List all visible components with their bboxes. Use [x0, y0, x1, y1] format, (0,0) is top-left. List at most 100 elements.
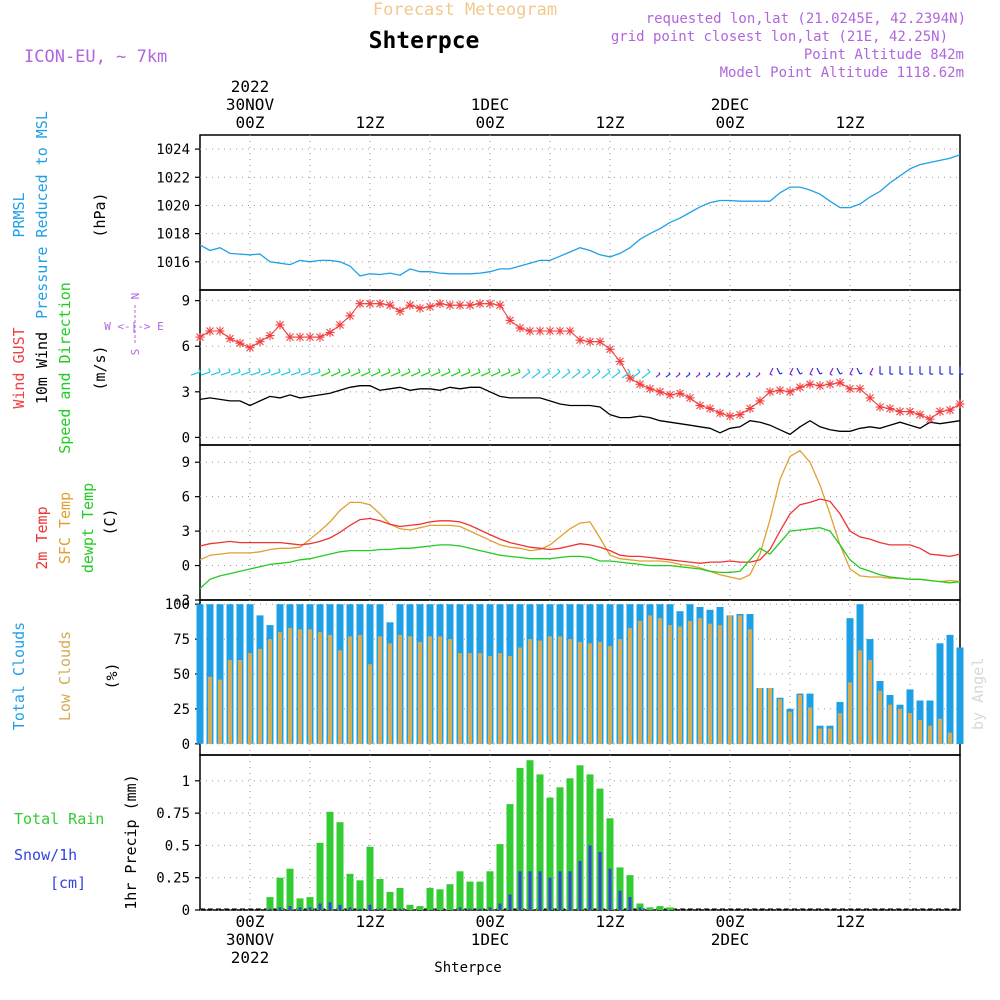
gust-marker: [355, 299, 365, 309]
snow-unit: [cm]: [50, 874, 86, 892]
wind-barb-head: [447, 368, 451, 373]
wind-barb-shaft: [490, 371, 501, 377]
snow-bar: [478, 908, 482, 910]
total-cloud-bar: [196, 604, 204, 744]
wind-barb: [250, 368, 261, 376]
wind-barb-head: [477, 368, 481, 373]
rain-bar: [286, 868, 294, 910]
total-cloud-bar: [216, 604, 224, 744]
speed-dir-label: Speed and Direction: [56, 282, 74, 454]
rain-bar: [576, 765, 584, 910]
wind-barb-head: [678, 372, 681, 375]
low-cloud-bar: [858, 650, 862, 744]
gust-marker: [885, 404, 895, 414]
low-cloud-bar: [218, 679, 222, 744]
temperature-labels: 2m Temp SFC Temp dewpt Temp (C): [33, 483, 119, 573]
rain-bar: [376, 879, 384, 910]
y-tick-label: 3: [182, 524, 190, 540]
wind-barb-shaft: [440, 371, 451, 377]
gust-marker: [265, 331, 275, 341]
wind-barb-shaft: [776, 367, 781, 375]
wind-barb-shaft: [856, 367, 861, 375]
rain-bar: [326, 811, 334, 910]
time-label-bottom: 00Z: [476, 912, 505, 931]
time-label-top: 12Z: [836, 113, 865, 132]
gust-marker: [535, 326, 545, 336]
wind-barb: [220, 368, 231, 376]
wind-10m-label: 10m Wind: [33, 332, 51, 404]
gust-marker: [235, 338, 245, 348]
wind-barb-shaft: [370, 371, 381, 377]
low-cloud-bar: [778, 699, 782, 744]
wind-barb-shaft: [500, 371, 511, 377]
pressure-unit: (hPa): [91, 192, 109, 237]
watermark: by Angel: [969, 658, 987, 730]
low-cloud-bar: [548, 636, 552, 744]
rain-bar: [496, 844, 504, 910]
y-tick-label: 0: [182, 430, 190, 446]
wind-barb: [190, 368, 201, 376]
wind-barb: [521, 368, 531, 379]
y-tick-label: 0.5: [165, 838, 190, 854]
snow-bar: [528, 871, 532, 911]
wind-barb: [541, 368, 551, 379]
low-cloud-bar: [398, 634, 402, 744]
wind-barb: [360, 368, 371, 377]
wind-barb-shaft: [350, 371, 361, 377]
gust-marker: [655, 387, 665, 397]
cloud-unit: (%): [103, 662, 121, 689]
rain-bar: [596, 788, 604, 910]
wind-barb: [789, 367, 794, 376]
wind-barb-head: [467, 368, 471, 373]
wind-barb: [390, 368, 401, 377]
wind-barb-shaft: [220, 371, 231, 376]
compass-rose: N W <-|-> E S: [104, 293, 164, 356]
wind-barb-head: [497, 368, 501, 373]
wind-barb-shaft: [230, 371, 241, 376]
wind-barb: [796, 367, 803, 375]
wind-barb-head: [779, 372, 783, 375]
wind-barb: [939, 366, 944, 375]
wind-barb-head: [567, 368, 571, 373]
low-cloud-bar: [298, 629, 302, 744]
low-cloud-bar: [908, 713, 912, 744]
snow-bar: [268, 908, 272, 910]
wind-barb: [755, 372, 761, 378]
y-tick-label: 75: [173, 632, 190, 648]
low-cloud-bar: [208, 676, 212, 744]
wind-barb-shaft: [390, 371, 401, 377]
wind-barb-head: [377, 368, 381, 373]
wind-barb: [260, 368, 271, 376]
wind-barb-head: [238, 368, 241, 373]
gust-marker: [735, 410, 745, 420]
wind-barb: [230, 368, 241, 376]
cloud-labels: Total Clouds Low Clouds (%): [10, 622, 121, 730]
wind-barb-head: [327, 368, 331, 373]
wind-barb: [816, 367, 823, 375]
wind-barb: [929, 366, 934, 375]
rain-bar: [346, 873, 354, 910]
gust-marker: [755, 396, 765, 406]
wind-barb-head: [218, 368, 221, 373]
compass-south: S: [129, 349, 142, 356]
wind-barb-shaft: [380, 371, 391, 377]
low-cloud-bar: [628, 627, 632, 744]
snow-bar: [318, 903, 322, 910]
wind-barb-shaft: [510, 371, 521, 377]
wind-barb: [856, 367, 863, 375]
gust-marker: [555, 326, 565, 336]
wind-barb-head: [318, 368, 321, 373]
gust-marker: [685, 393, 695, 403]
wind-speed-line: [199, 385, 961, 436]
snow-bar: [608, 868, 612, 910]
wind-barb-head: [407, 368, 411, 373]
wind-barb: [350, 368, 361, 377]
low-cloud-bar: [538, 640, 542, 744]
gust-marker: [855, 384, 865, 394]
gust-marker: [585, 337, 595, 347]
wind-barb-head: [208, 368, 211, 373]
wind-barb: [655, 372, 661, 378]
station-name: Shterpce: [369, 28, 480, 54]
rain-bar: [516, 767, 524, 910]
snow-bar: [498, 903, 502, 910]
